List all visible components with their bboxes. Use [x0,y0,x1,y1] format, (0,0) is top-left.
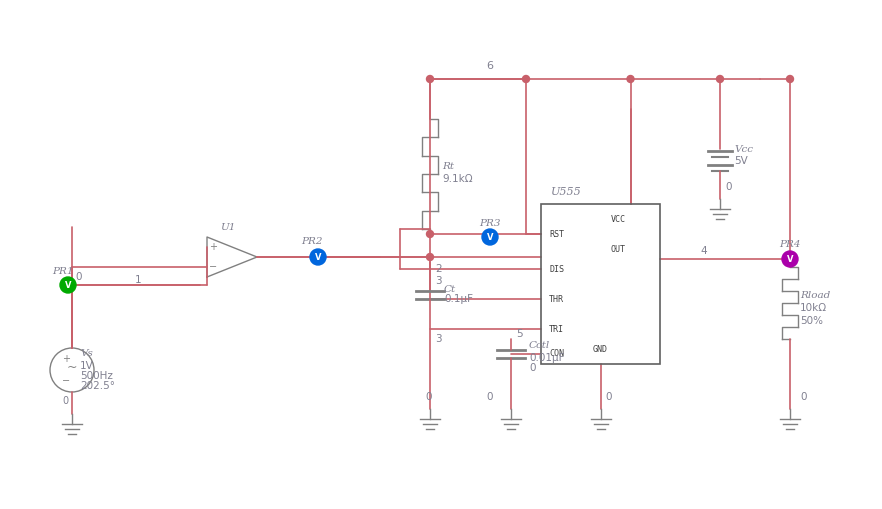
Circle shape [782,251,798,267]
Text: VCC: VCC [610,214,625,223]
Circle shape [427,75,433,82]
Text: 0.01μF: 0.01μF [529,353,564,363]
Text: Ct: Ct [444,285,456,294]
Circle shape [482,229,498,245]
Text: 3: 3 [435,276,442,286]
Text: 5V: 5V [734,156,748,166]
Text: PR1: PR1 [52,267,74,275]
Text: V: V [787,254,793,264]
Text: OUT: OUT [610,244,625,253]
Circle shape [427,253,433,261]
Text: 50%: 50% [800,316,823,326]
Text: Rload: Rload [800,291,830,299]
Text: 0: 0 [75,272,81,282]
Text: 0: 0 [486,392,492,402]
Text: DIS: DIS [549,265,564,273]
Text: THR: THR [549,295,564,303]
Circle shape [627,75,634,82]
Text: 0: 0 [62,396,68,406]
Text: 1V: 1V [80,361,93,371]
Text: 5: 5 [516,329,523,339]
Circle shape [60,277,76,293]
Circle shape [522,75,529,82]
Text: 202.5°: 202.5° [80,381,115,391]
Circle shape [427,231,433,238]
Text: Cctl: Cctl [529,342,550,351]
Text: +: + [62,354,70,364]
Text: 0: 0 [800,392,806,402]
Text: 6: 6 [487,61,494,71]
Text: 3: 3 [435,334,442,344]
Text: PR2: PR2 [302,237,323,245]
Text: 0: 0 [725,182,731,192]
Text: 1: 1 [135,275,142,285]
Circle shape [716,75,723,82]
Text: TRI: TRI [549,325,564,333]
Text: GND: GND [593,345,608,353]
Text: ~: ~ [67,360,78,374]
Circle shape [310,249,326,265]
Text: 4: 4 [700,246,706,256]
Text: Vs: Vs [80,350,93,358]
Text: Rt: Rt [442,161,454,171]
Text: 500Hz: 500Hz [80,371,113,381]
Text: 0.1μF: 0.1μF [444,294,473,304]
Text: 10kΩ: 10kΩ [800,303,827,313]
Text: CON: CON [549,350,564,358]
Text: V: V [64,280,71,290]
Text: 0: 0 [425,392,431,402]
Text: +: + [209,242,217,252]
Text: U555: U555 [551,187,582,197]
Text: V: V [487,233,493,241]
Text: 0: 0 [606,392,612,402]
Text: 2: 2 [435,264,442,274]
Text: −: − [62,376,70,386]
Text: −: − [209,262,217,272]
Text: Vcc: Vcc [734,145,753,154]
Text: PR3: PR3 [479,218,501,228]
Text: U1: U1 [220,222,235,232]
Text: PR4: PR4 [780,240,801,248]
Text: 9.1kΩ: 9.1kΩ [442,174,473,184]
Bar [541,204,660,364]
Text: 0: 0 [529,363,535,373]
Text: RST: RST [549,230,564,239]
Text: V: V [315,252,321,262]
Circle shape [787,75,794,82]
